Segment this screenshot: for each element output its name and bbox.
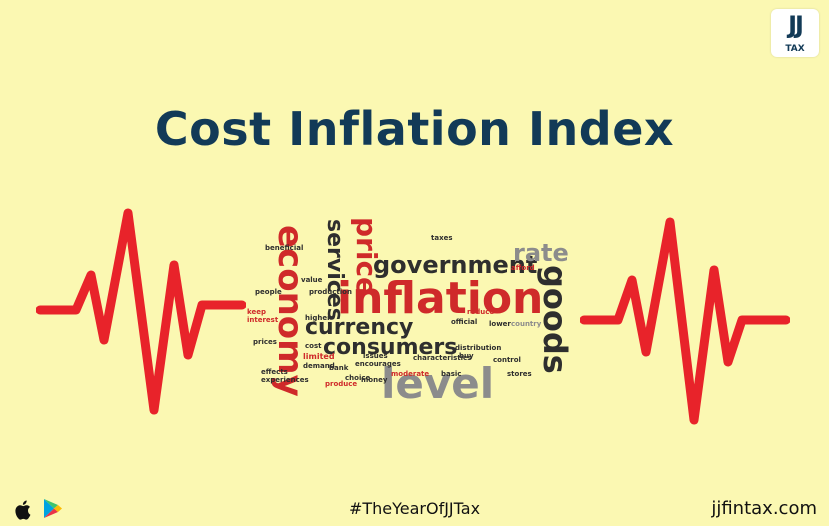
cloud-word: interest	[247, 316, 279, 324]
cloud-word: official	[451, 318, 478, 326]
cloud-word: distribution	[455, 344, 502, 352]
play-store-icon[interactable]	[44, 499, 62, 518]
logo-text: JJ	[788, 11, 804, 39]
cloud-word: beneficial	[265, 244, 304, 252]
cloud-word: choice	[345, 374, 371, 382]
cloud-word: limited	[303, 352, 335, 361]
cloud-word: higher	[305, 314, 331, 322]
apple-icon[interactable]	[15, 500, 31, 520]
cloud-word: issues	[363, 352, 388, 360]
cloud-word: country	[511, 320, 542, 328]
cloud-word: bank	[329, 364, 349, 372]
cloud-word: reduce	[467, 308, 495, 316]
cloud-word: people	[255, 288, 282, 296]
cloud-word: production	[309, 288, 352, 296]
cloud-word: value	[301, 276, 323, 284]
cloud-word: government	[373, 251, 538, 279]
cloud-word: prices	[253, 338, 277, 346]
cloud-word: produce	[325, 380, 358, 388]
cloud-word: consumers	[323, 335, 458, 360]
heartbeat-left-icon	[36, 208, 246, 415]
cloud-word: taxes	[431, 234, 453, 242]
word-cloud: economy price services government rate i…	[245, 205, 585, 425]
heartbeat-right-icon	[580, 217, 790, 425]
cloud-word: rate	[513, 239, 569, 267]
cloud-word: basic	[441, 370, 462, 378]
cloud-word: currency	[305, 315, 414, 340]
footer-hashtag: #TheYearOfJJTax	[348, 499, 481, 518]
brand-logo: JJ TAX	[771, 9, 819, 57]
cloud-word: inflation	[337, 273, 544, 324]
logo-subtext: TAX	[785, 44, 805, 54]
page-title: Cost Inflation Index	[154, 102, 675, 156]
footer-website-link[interactable]: jjfintax.com	[711, 498, 817, 519]
cloud-word: encourages	[355, 360, 401, 368]
cloud-word: experiences	[261, 376, 309, 384]
cloud-word: keep	[247, 308, 266, 316]
cloud-word: effects	[261, 368, 288, 376]
cloud-word: level	[381, 359, 495, 408]
cloud-word: moderate	[391, 370, 430, 378]
cloud-word: cost	[305, 342, 322, 350]
cloud-word: goods	[536, 265, 574, 374]
cloud-word: afford	[511, 264, 535, 272]
cloud-word: demand	[303, 362, 335, 370]
cloud-word: stores	[507, 370, 532, 378]
cloud-word: money	[361, 376, 388, 384]
cloud-word: buy	[459, 352, 474, 360]
cloud-word: lower	[489, 320, 511, 328]
cloud-word: control	[493, 356, 521, 364]
cloud-word: characteristics	[413, 354, 472, 362]
app-store-icons	[15, 499, 62, 520]
